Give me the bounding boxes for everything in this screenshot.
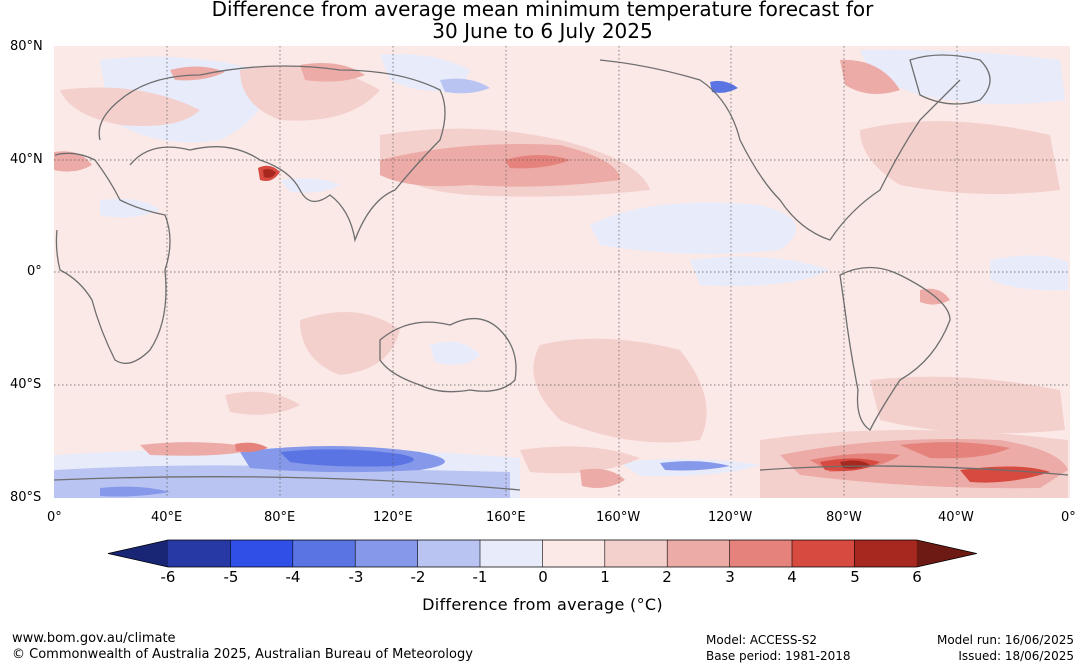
colorbar-tick: -6 (160, 568, 176, 586)
lon-label-80e: 80°E (264, 510, 296, 525)
colorbar (107, 539, 977, 568)
colorbar-bin (168, 540, 231, 567)
lon-label-0: 0° (47, 510, 62, 525)
lon-label-0-east: 0° (1061, 510, 1076, 525)
colorbar-tick: -2 (410, 568, 426, 586)
lon-label-40w: 40°W (938, 510, 974, 525)
colorbar-bin (542, 540, 606, 567)
footer-base-period: Base period: 1981-2018 (706, 649, 851, 663)
colorbar-bin (230, 540, 294, 567)
colorbar-bin (417, 540, 481, 567)
lat-label-40n: 40°N (10, 152, 43, 167)
colorbar-tick: -3 (348, 568, 364, 586)
anomaly-fields (54, 49, 1068, 498)
colorbar-bin (604, 540, 668, 567)
colorbar-tick: 3 (725, 568, 735, 586)
colorbar-bin (355, 540, 419, 567)
graticule (54, 46, 1070, 498)
footer-issued: Issued: 18/06/2025 (958, 649, 1074, 663)
colorbar-tick: 6 (912, 568, 922, 586)
colorbar-under-arrow (108, 540, 168, 567)
lon-label-160e: 160°E (486, 510, 526, 525)
colorbar-label: Difference from average (°C) (422, 595, 663, 614)
colorbar-tick: -4 (285, 568, 301, 586)
footer-url: www.bom.gov.au/climate (12, 631, 176, 646)
map-title-line1: Difference from average mean minimum tem… (211, 0, 874, 21)
colorbar-over-arrow (916, 540, 977, 567)
colorbar-tick: 5 (850, 568, 860, 586)
colorbar-bin (292, 540, 356, 567)
colorbar-tick: 0 (538, 568, 548, 586)
footer-model-run: Model run: 16/06/2025 (936, 633, 1074, 647)
lon-label-160w: 160°W (596, 510, 641, 525)
colorbar-bin (480, 540, 543, 567)
colorbar-bin (667, 540, 731, 567)
lat-label-40s: 40°S (10, 377, 42, 392)
colorbar-outline (107, 539, 977, 568)
colorbar-bin (792, 540, 855, 567)
colorbar-bin (729, 540, 793, 567)
footer-model: Model: ACCESS-S2 (706, 633, 818, 647)
lat-label-80s: 80°S (10, 490, 42, 505)
colorbar-tick: -5 (223, 568, 239, 586)
map-title-line2: 30 June to 6 July 2025 (432, 19, 653, 43)
lat-label-0: 0° (27, 264, 42, 279)
lon-label-120e: 120°E (373, 510, 413, 525)
colorbar-tick: 4 (787, 568, 797, 586)
footer-copyright: © Commonwealth of Australia 2025, Austra… (12, 647, 473, 662)
lon-label-40e: 40°E (151, 510, 183, 525)
coastlines (54, 54, 1069, 491)
lat-label-80n: 80°N (10, 39, 43, 54)
colorbar-tick: 2 (662, 568, 672, 586)
colorbar-tick: -1 (472, 568, 488, 586)
lon-label-80w: 80°W (826, 510, 862, 525)
colorbar-bin (854, 540, 918, 567)
colorbar-tick: 1 (600, 568, 610, 586)
lon-label-120w: 120°W (708, 510, 753, 525)
